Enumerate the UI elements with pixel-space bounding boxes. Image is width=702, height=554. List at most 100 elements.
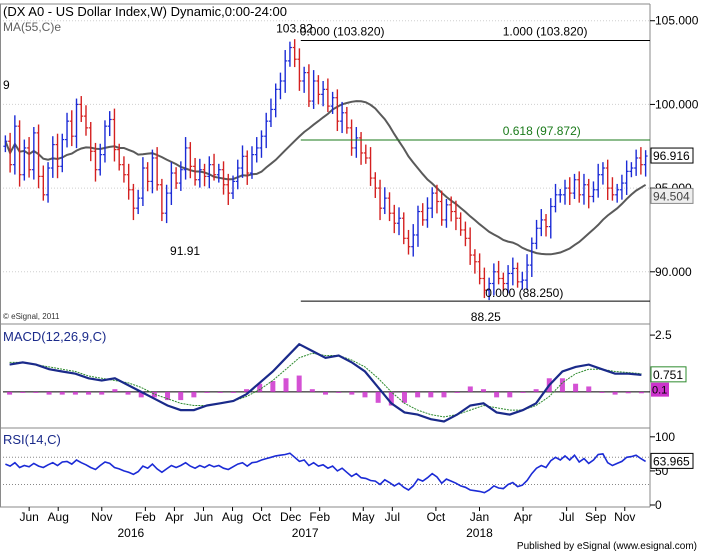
price-bar xyxy=(482,267,487,299)
macd-histogram-bar xyxy=(99,391,105,395)
rsi-value-frame xyxy=(650,452,694,469)
price-bar xyxy=(629,162,634,178)
price-bar xyxy=(430,187,435,219)
price-bar xyxy=(145,162,150,192)
price-bar xyxy=(150,149,155,194)
price-tick-label: 105.000 xyxy=(655,14,699,28)
rsi-tick-label: 100 xyxy=(655,430,675,444)
month-label: Feb xyxy=(309,510,330,524)
macd-histogram-bar xyxy=(323,391,328,395)
price-bar xyxy=(453,200,458,231)
month-label: Jul xyxy=(385,510,400,524)
price-bar xyxy=(259,130,264,158)
rsi-legend: RSI(14,C) xyxy=(3,432,61,447)
panel-frames xyxy=(0,3,651,508)
macd-histogram-bar xyxy=(309,389,315,392)
price-bar xyxy=(591,181,596,203)
macd-histogram-bar xyxy=(388,391,394,406)
price-bar xyxy=(278,72,283,100)
price-bar xyxy=(79,96,84,122)
macd-axis-ticks: 2.5 0.751 0.1 xyxy=(650,328,687,397)
ma-value-box-frame xyxy=(650,187,694,204)
price-bar xyxy=(102,120,107,163)
fib-label-618: 0.618 (97.872) xyxy=(503,124,581,138)
price-bar xyxy=(463,221,468,247)
macd-histogram-bar xyxy=(401,391,407,403)
price-bar xyxy=(325,78,330,112)
year-label: 2017 xyxy=(292,526,319,540)
last-price-box: 96.916 xyxy=(650,147,694,164)
price-bar xyxy=(387,192,392,222)
price-bar xyxy=(131,183,136,221)
price-bar xyxy=(212,153,217,181)
macd-histogram-bar xyxy=(217,391,223,393)
high-annotation: 103.82 xyxy=(276,21,313,35)
price-bar xyxy=(55,133,60,179)
macd-tick-label: 2.5 xyxy=(655,328,672,342)
price-bar xyxy=(41,165,46,201)
price-bars xyxy=(3,39,648,301)
macd-histogram-bar xyxy=(362,391,368,398)
fib-label-top-right: 1.000 (103.820) xyxy=(503,24,588,38)
rsi-gridlines xyxy=(3,456,650,486)
price-bar xyxy=(93,142,98,182)
macd-histogram-bar xyxy=(204,391,210,393)
price-bar xyxy=(140,157,145,207)
macd-histogram-bar xyxy=(257,383,263,392)
price-bar xyxy=(344,106,349,134)
price-bar xyxy=(126,163,131,200)
macd-histogram-bar xyxy=(441,391,447,398)
macd-histogram-bar xyxy=(244,389,250,392)
price-bar xyxy=(411,224,416,257)
macd-histogram-bar xyxy=(559,378,565,392)
price-bar xyxy=(567,177,572,206)
macd-histogram-bar xyxy=(283,378,289,392)
price-bar xyxy=(392,204,397,234)
macd-histogram-bar xyxy=(86,391,92,395)
hist-value-box: 0.1 xyxy=(651,382,669,397)
price-tick-label: 100.000 xyxy=(655,97,699,111)
price-bar xyxy=(27,137,32,178)
price-bar xyxy=(316,75,321,105)
price-bar xyxy=(615,183,620,203)
macd-histogram-bar xyxy=(59,391,65,395)
price-bar xyxy=(197,158,202,188)
price-bar xyxy=(415,205,420,247)
price-bar xyxy=(335,89,340,132)
ma55-path xyxy=(4,100,647,256)
price-bar xyxy=(117,143,122,171)
month-label: Sep xyxy=(585,510,607,524)
price-bar xyxy=(619,174,624,200)
price-bar xyxy=(231,175,236,199)
price-bar xyxy=(221,161,226,195)
price-bar xyxy=(572,173,577,199)
macd-histogram-bar xyxy=(20,391,26,393)
price-bar xyxy=(121,156,126,183)
price-bar xyxy=(17,120,22,187)
price-bar xyxy=(287,41,292,67)
macd-histogram-bar xyxy=(599,391,605,393)
ma-value-box: 94.504 xyxy=(650,187,694,204)
price-bar xyxy=(235,159,240,190)
macd-histogram-bar xyxy=(270,381,276,392)
price-bar xyxy=(406,229,411,255)
price-bar xyxy=(283,50,288,93)
macd-histogram-bar xyxy=(415,391,421,398)
macd-lines xyxy=(9,342,642,423)
macd-histogram-bar xyxy=(507,391,513,398)
price-bar xyxy=(368,147,373,186)
price-bar xyxy=(544,214,549,237)
macd-histogram-bar xyxy=(72,391,78,395)
macd-histogram-bar xyxy=(151,391,157,398)
price-bar xyxy=(510,257,515,286)
macd-histogram-bar xyxy=(638,391,644,394)
price-bar xyxy=(534,219,539,250)
last-price-value: 96.916 xyxy=(653,149,690,163)
price-bar xyxy=(83,105,88,136)
month-label: Aug xyxy=(48,510,69,524)
price-bar xyxy=(520,271,525,290)
month-label: Jun xyxy=(19,510,38,524)
price-bar xyxy=(449,196,454,222)
